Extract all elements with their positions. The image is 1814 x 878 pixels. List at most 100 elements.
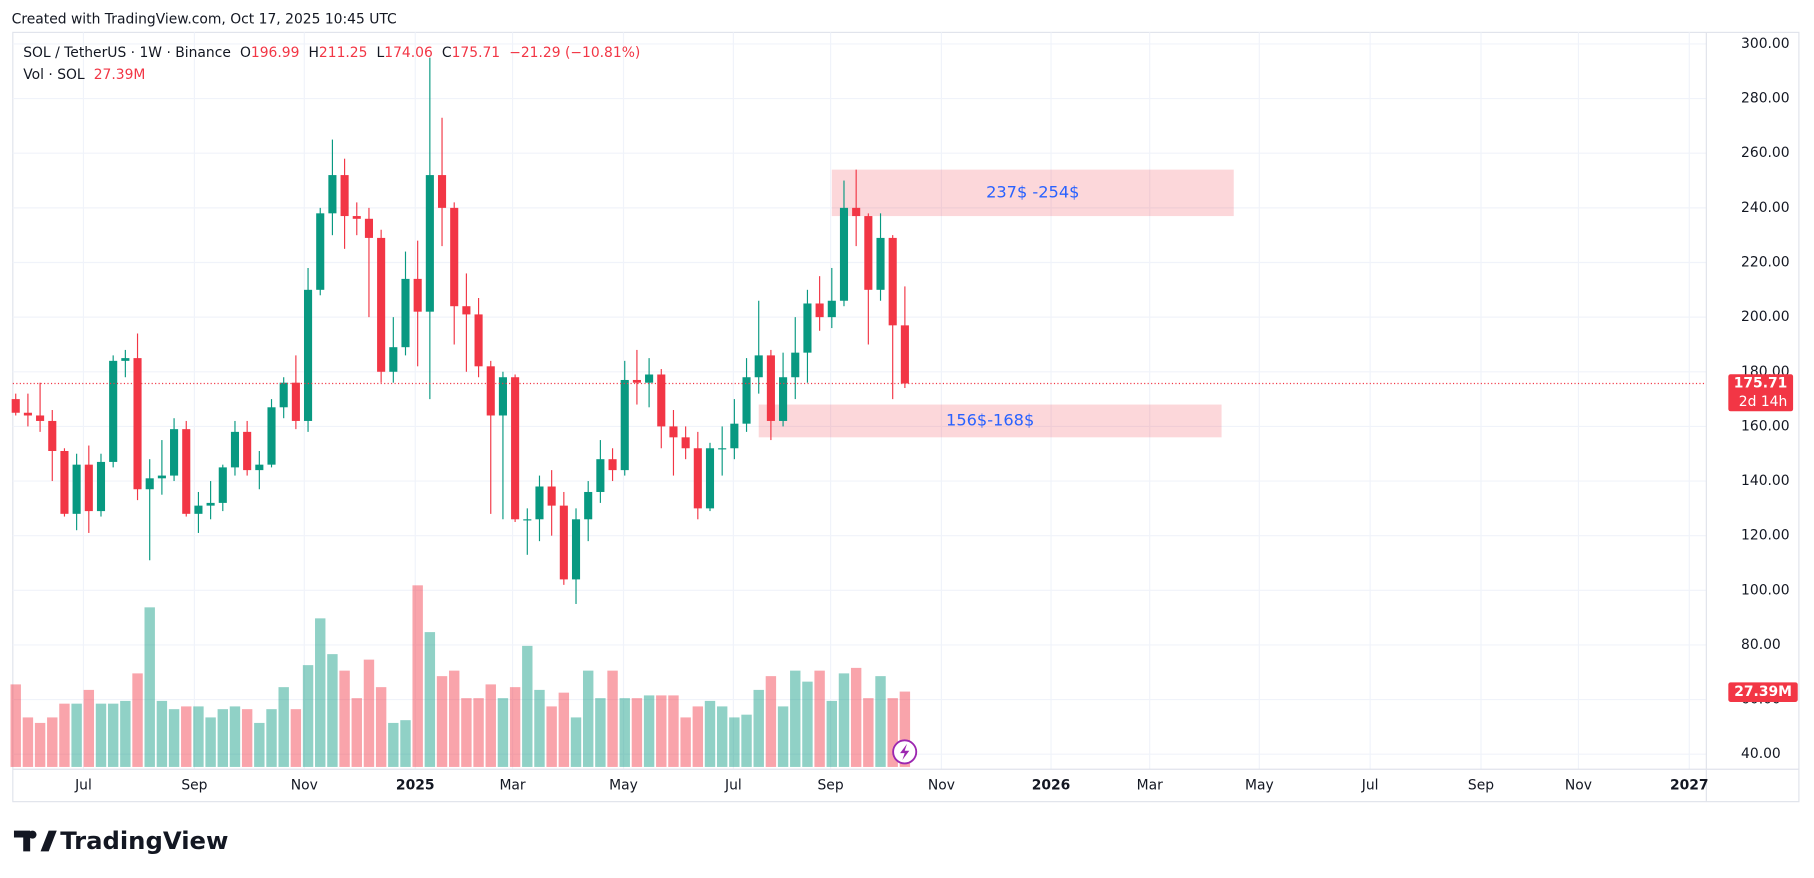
price-tag-value: 175.71 <box>1734 375 1788 391</box>
x-tick-label: Nov <box>928 777 955 793</box>
candle-body <box>389 347 398 372</box>
axes: 40.0060.0080.00100.00120.00140.00160.001… <box>74 36 1798 793</box>
candle-body <box>681 437 690 449</box>
candle-body <box>498 377 507 416</box>
volume-bar <box>132 673 143 767</box>
candle-body <box>559 505 568 580</box>
candle-body <box>657 374 666 427</box>
candle-body <box>96 461 106 512</box>
y-tick-label: 200.00 <box>1741 309 1790 325</box>
candle-body <box>535 486 544 520</box>
candle-body <box>206 502 215 506</box>
volume-bar <box>619 698 630 767</box>
header: Created with TradingView.com, Oct 17, 20… <box>12 12 397 28</box>
volume-bar <box>558 692 570 767</box>
x-tick-label: May <box>1245 777 1274 793</box>
candle-body <box>72 464 81 514</box>
volume-bar <box>315 618 326 767</box>
candle-body <box>401 278 410 348</box>
candle-body <box>864 216 873 290</box>
lightning-icon[interactable] <box>892 739 918 765</box>
candle-body <box>742 377 751 424</box>
candle-body <box>352 216 361 219</box>
volume-bar <box>656 695 667 767</box>
volume-bar <box>899 691 911 767</box>
candle-body <box>511 377 520 520</box>
candle-body <box>645 374 654 383</box>
y-tick-label: 40.00 <box>1741 746 1781 762</box>
candle-body <box>596 459 605 492</box>
logo-mark <box>13 830 57 852</box>
candle-body <box>340 175 349 217</box>
candle-body <box>84 464 93 512</box>
volume-bar <box>534 689 545 767</box>
candle-body <box>803 303 812 353</box>
y-tick-label: 140.00 <box>1741 473 1790 489</box>
candle-body <box>791 352 800 378</box>
volume-bar <box>375 687 387 767</box>
volume-bar <box>351 698 362 767</box>
volume-tag-value: 27.39M <box>1734 684 1792 700</box>
volume-bar <box>302 665 314 767</box>
volume-bar <box>229 706 241 767</box>
candle-body <box>230 431 240 468</box>
volume-bar <box>34 722 46 767</box>
candle-body <box>23 412 32 416</box>
volume-bar <box>412 585 423 767</box>
volume-bar <box>71 703 82 767</box>
x-tick-label: Jul <box>724 777 742 793</box>
volume-bar <box>388 722 399 767</box>
candle-body <box>157 475 166 479</box>
candle-body <box>48 420 57 451</box>
volume-bar <box>863 698 874 767</box>
zone-label: 156$-168$ <box>946 410 1034 429</box>
volume-bar <box>790 670 801 767</box>
candle-body <box>60 450 69 514</box>
candle-body <box>693 448 702 509</box>
y-tick-label: 260.00 <box>1741 145 1790 161</box>
volume-bar <box>826 700 838 767</box>
candle-body <box>328 175 337 214</box>
plot: 237$ -254$ 156$-168$ <box>10 57 1707 767</box>
volume-bar <box>290 709 302 767</box>
candle-body <box>584 491 593 520</box>
candle-body <box>133 358 142 490</box>
volume-bar <box>363 659 375 767</box>
volume-bar <box>107 703 119 767</box>
volume-bar <box>741 714 752 767</box>
volume-bar <box>95 703 107 767</box>
volume-bar <box>10 684 21 767</box>
chart-frame <box>12 31 1800 803</box>
x-tick-label: Nov <box>291 777 318 793</box>
x-tick-label: May <box>609 777 638 793</box>
y-tick-label: 100.00 <box>1741 582 1790 598</box>
volume-bar <box>497 698 509 767</box>
volume-bar <box>156 700 168 767</box>
candle-body <box>413 278 422 312</box>
zone <box>758 404 1222 438</box>
candle-body <box>267 407 276 465</box>
candle-body <box>620 379 629 471</box>
candle-body <box>486 366 495 416</box>
candle-body <box>754 355 763 378</box>
y-tick-label: 280.00 <box>1741 91 1790 107</box>
candle-body <box>718 448 727 450</box>
candle-body <box>815 303 824 318</box>
candle-body <box>145 478 154 490</box>
candle-body <box>194 505 203 514</box>
volume-bar <box>802 681 813 767</box>
volume-bar <box>485 684 496 767</box>
candle-body <box>316 213 325 290</box>
ohlc-label: H <box>308 45 318 61</box>
x-tick-label: Sep <box>1468 777 1494 793</box>
volume-bar <box>607 670 618 767</box>
volume-bar <box>461 698 472 767</box>
x-tick-label: Sep <box>818 777 844 793</box>
candle-body <box>705 448 715 509</box>
candle-body <box>462 306 471 315</box>
volume-bar <box>473 698 484 767</box>
ohlc-value: 196.99 <box>251 45 300 61</box>
legend-volume: Vol · SOL 27.39M <box>23 67 145 83</box>
volume-bar <box>582 670 594 767</box>
volume-bar <box>83 689 95 767</box>
